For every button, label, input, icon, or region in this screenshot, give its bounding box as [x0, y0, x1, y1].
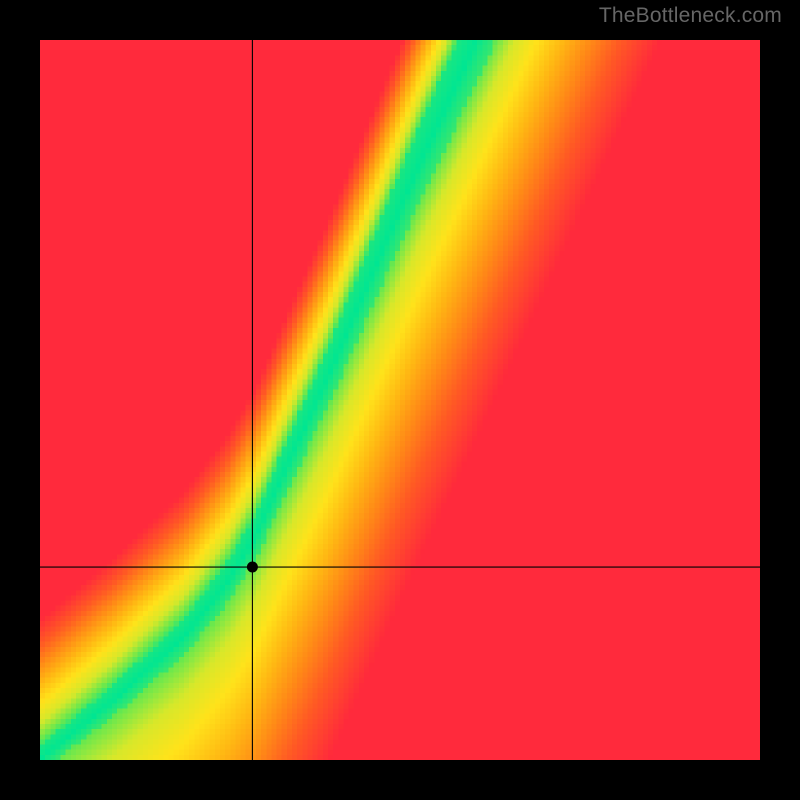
watermark-text: TheBottleneck.com: [599, 4, 782, 28]
heatmap-canvas: [40, 40, 760, 760]
chart-container: TheBottleneck.com: [0, 0, 800, 800]
